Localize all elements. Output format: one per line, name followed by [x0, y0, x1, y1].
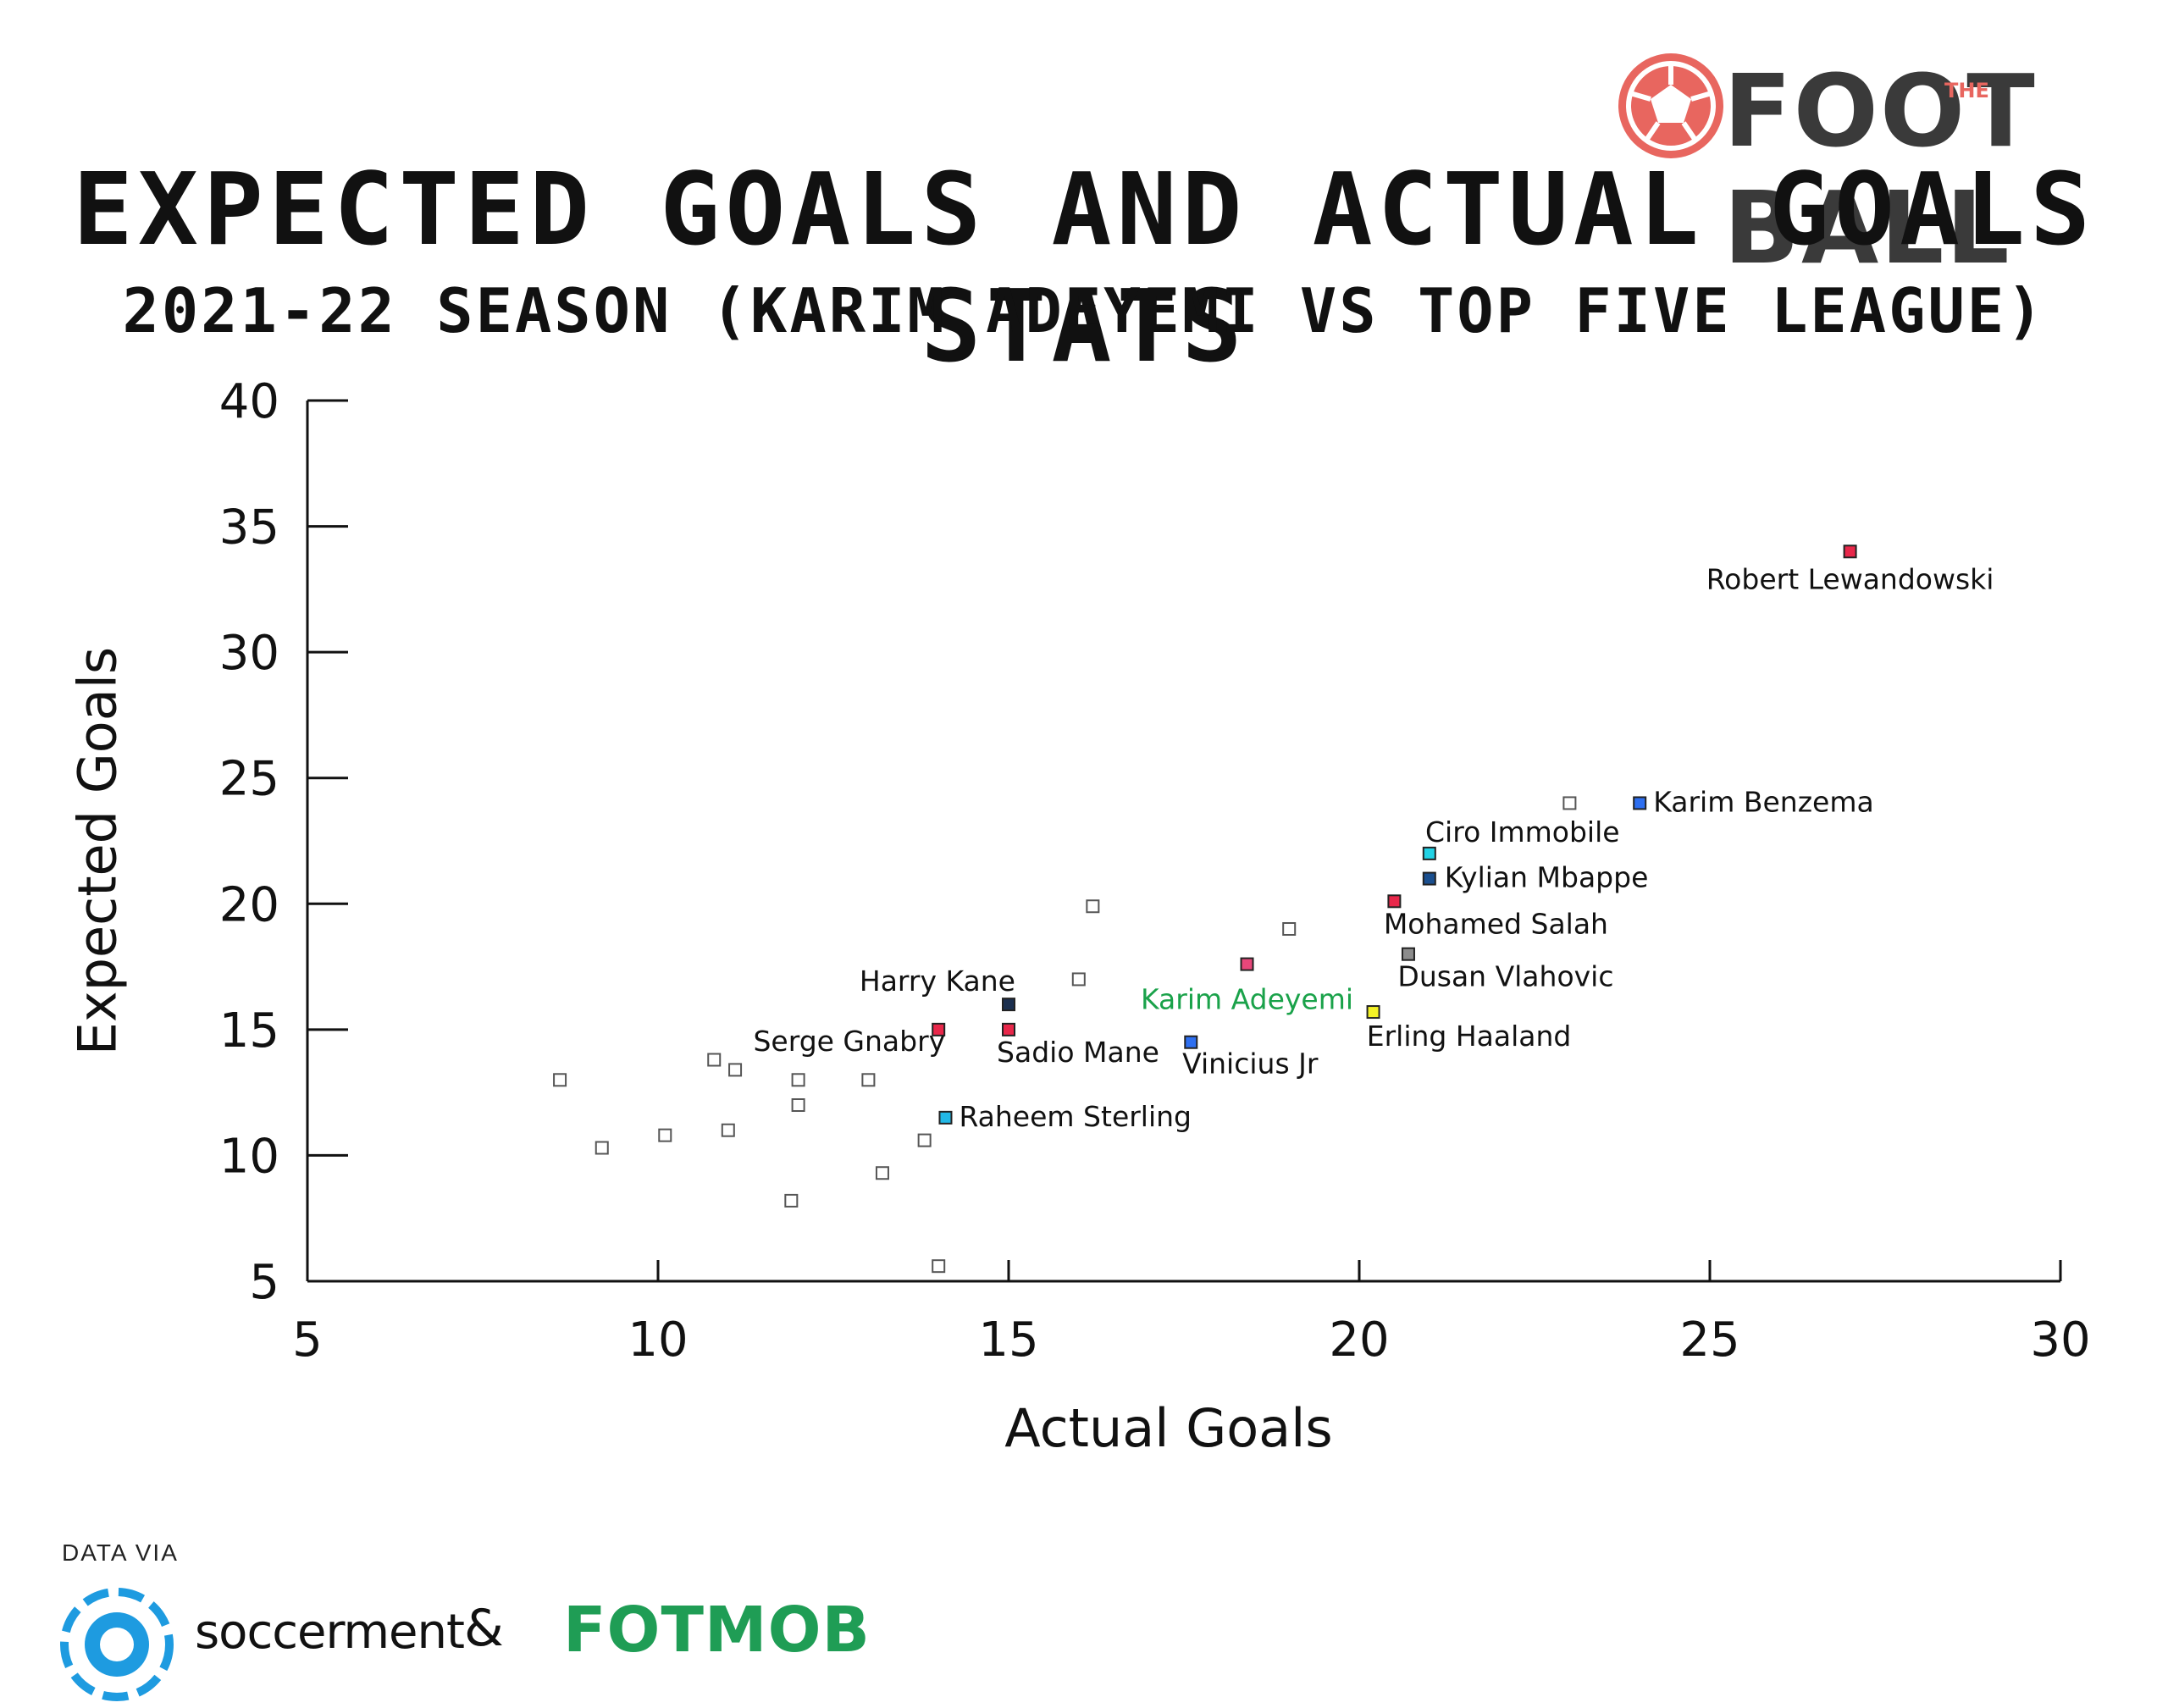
x-tick-label: 20	[1329, 1313, 1389, 1368]
chart-title: EXPECTED GOALS AND ACTUAL GOALS STATS	[72, 151, 2096, 384]
credit-source-soccerment: soccerment	[195, 1605, 465, 1660]
league-point	[1562, 796, 1577, 810]
player-label: Vinicius Jr	[1182, 1047, 1319, 1081]
y-axis-title: Expected Goals	[66, 646, 129, 1056]
player-point	[1240, 957, 1254, 971]
football-icon	[1618, 53, 1723, 158]
x-tick-label: 30	[2030, 1313, 2090, 1368]
league-point	[1071, 972, 1086, 987]
league-point	[721, 1123, 735, 1137]
credit-source-fotmob: FOTMOB	[563, 1594, 871, 1667]
player-point	[1401, 947, 1415, 961]
league-point	[917, 1133, 932, 1147]
player-point	[1422, 846, 1436, 860]
y-tick-label: 35	[219, 500, 279, 556]
brand-name-mid: THE	[1944, 79, 1989, 102]
x-tick-label: 5	[292, 1313, 323, 1368]
league-point	[595, 1141, 609, 1155]
league-point	[658, 1128, 672, 1142]
chart-subtitle: 2021-22 SEASON (KARIM ADEYEMI VS TOP FIV…	[122, 275, 2046, 346]
soccerment-logo-icon	[60, 1588, 174, 1701]
player-label: Kylian Mbappe	[1445, 861, 1649, 894]
league-point	[553, 1073, 567, 1087]
league-point	[728, 1063, 743, 1077]
player-point	[932, 1022, 946, 1036]
player-label: Robert Lewandowski	[1706, 562, 1994, 595]
player-point	[1366, 1005, 1380, 1020]
player-point	[1633, 796, 1647, 810]
player-label: Ciro Immobile	[1425, 815, 1620, 848]
x-axis-title: Actual Goals	[1004, 1397, 1333, 1459]
league-point	[875, 1166, 889, 1180]
player-label: Erling Haaland	[1367, 1020, 1572, 1053]
brand-name: FOOTBALL	[1723, 53, 2168, 286]
y-tick-label: 25	[219, 752, 279, 807]
player-label: Dusan Vlahovic	[1397, 960, 1613, 993]
player-point	[938, 1110, 953, 1125]
player-point	[1843, 544, 1857, 559]
x-tick-label: 10	[628, 1313, 688, 1368]
league-point	[932, 1259, 946, 1274]
player-label: Karim Adeyemi	[1141, 983, 1353, 1016]
credit-label: DATA VIA	[62, 1539, 179, 1566]
player-point	[1002, 1022, 1015, 1036]
y-tick-label: 40	[219, 374, 279, 429]
y-tick-label: 15	[219, 1003, 279, 1059]
brand-name-left: FOOT	[1723, 53, 2037, 169]
y-tick-label: 30	[219, 626, 279, 681]
league-point	[791, 1098, 805, 1112]
brand-name-right: BALL	[1723, 169, 2011, 286]
y-tick-label: 5	[249, 1255, 279, 1310]
y-tick-label: 10	[219, 1129, 279, 1184]
player-label: Raheem Sterling	[959, 1100, 1192, 1133]
y-tick-label: 20	[219, 877, 279, 932]
player-point	[1002, 998, 1015, 1012]
player-label: Harry Kane	[860, 965, 1015, 998]
player-label: Serge Gnabry	[753, 1025, 945, 1058]
player-point	[1422, 871, 1436, 886]
player-point	[1184, 1035, 1198, 1049]
league-point	[791, 1073, 805, 1087]
x-tick-label: 15	[978, 1313, 1038, 1368]
player-label: Karim Benzema	[1653, 785, 1874, 818]
league-point	[784, 1193, 799, 1208]
league-point	[1086, 899, 1100, 914]
player-point	[1387, 894, 1402, 909]
player-label: Sadio Mane	[997, 1036, 1159, 1069]
league-point	[707, 1053, 722, 1067]
x-tick-label: 25	[1679, 1313, 1739, 1368]
credit-ampersand: &	[464, 1599, 504, 1658]
player-label: Mohamed Salah	[1384, 907, 1608, 940]
league-point	[861, 1073, 876, 1087]
league-point	[1282, 922, 1297, 936]
